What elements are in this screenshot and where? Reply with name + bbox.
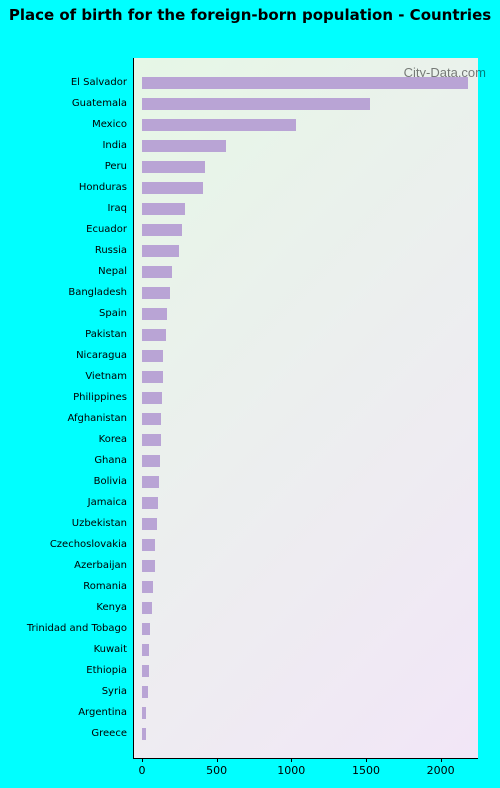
y-tick-label: El Salvador <box>71 77 127 88</box>
bar <box>142 119 296 131</box>
y-tick-label: Nepal <box>98 266 127 277</box>
y-tick-label: Ecuador <box>86 224 127 235</box>
bar <box>142 266 172 278</box>
bar <box>142 77 468 89</box>
x-tick-mark <box>366 758 367 762</box>
y-tick-label: Afghanistan <box>67 413 127 424</box>
y-tick-label: Trinidad and Tobago <box>27 623 127 634</box>
x-axis-line <box>133 758 478 759</box>
y-tick-label: Pakistan <box>85 329 127 340</box>
y-tick-label: Jamaica <box>88 497 127 508</box>
y-tick-label: Guatemala <box>72 98 127 109</box>
y-tick-label: Mexico <box>92 119 127 130</box>
bar <box>142 98 371 110</box>
y-tick-label: Philippines <box>73 392 127 403</box>
y-tick-label: Peru <box>105 161 127 172</box>
bar <box>142 665 149 677</box>
y-tick-label: Kuwait <box>94 644 127 655</box>
chart-stage: Place of birth for the foreign-born popu… <box>0 0 500 788</box>
y-tick-label: Kenya <box>96 602 127 613</box>
bar <box>142 413 161 425</box>
bar <box>142 182 203 194</box>
y-tick-label: Korea <box>99 434 127 445</box>
bar <box>142 329 166 341</box>
chart-title: Place of birth for the foreign-born popu… <box>0 6 500 24</box>
x-tick-mark <box>291 758 292 762</box>
x-tick-mark <box>142 758 143 762</box>
y-tick-label: Ghana <box>94 455 127 466</box>
bar <box>142 308 167 320</box>
bar <box>142 497 158 509</box>
y-tick-label: India <box>102 140 127 151</box>
bar <box>142 245 179 257</box>
x-tick-label: 1000 <box>277 764 305 777</box>
x-tick-label: 1500 <box>352 764 380 777</box>
bar <box>142 686 148 698</box>
x-tick-mark <box>441 758 442 762</box>
bar <box>142 623 150 635</box>
y-tick-label: Spain <box>99 308 127 319</box>
y-tick-label: Honduras <box>79 182 127 193</box>
y-axis-line <box>133 58 134 758</box>
y-tick-label: Bolivia <box>94 476 127 487</box>
y-tick-label: Nicaragua <box>76 350 127 361</box>
bar <box>142 581 153 593</box>
y-tick-label: Argentina <box>78 707 127 718</box>
y-tick-label: Iraq <box>107 203 127 214</box>
y-tick-label: Romania <box>83 581 127 592</box>
x-tick-label: 500 <box>206 764 227 777</box>
bar <box>142 140 226 152</box>
y-tick-label: Azerbaijan <box>74 560 127 571</box>
y-tick-label: Uzbekistan <box>72 518 127 529</box>
bar <box>142 203 185 215</box>
bar <box>142 350 163 362</box>
bar <box>142 287 170 299</box>
bar <box>142 392 162 404</box>
y-tick-label: Vietnam <box>85 371 127 382</box>
y-tick-label: Russia <box>95 245 127 256</box>
bar <box>142 602 152 614</box>
bar <box>142 644 149 656</box>
bar <box>142 539 155 551</box>
bar <box>142 707 146 719</box>
bar <box>142 161 205 173</box>
bar <box>142 224 182 236</box>
x-tick-label: 2000 <box>427 764 455 777</box>
y-tick-label: Syria <box>102 686 127 697</box>
y-tick-label: Ethiopia <box>86 665 127 676</box>
bar <box>142 371 163 383</box>
bar <box>142 728 146 740</box>
bar <box>142 518 157 530</box>
x-tick-label: 0 <box>138 764 145 777</box>
bar <box>142 455 160 467</box>
bar <box>142 560 155 572</box>
x-tick-mark <box>217 758 218 762</box>
y-tick-label: Greece <box>91 728 127 739</box>
bar <box>142 476 159 488</box>
y-tick-label: Bangladesh <box>68 287 127 298</box>
y-tick-label: Czechoslovakia <box>50 539 127 550</box>
bar <box>142 434 161 446</box>
